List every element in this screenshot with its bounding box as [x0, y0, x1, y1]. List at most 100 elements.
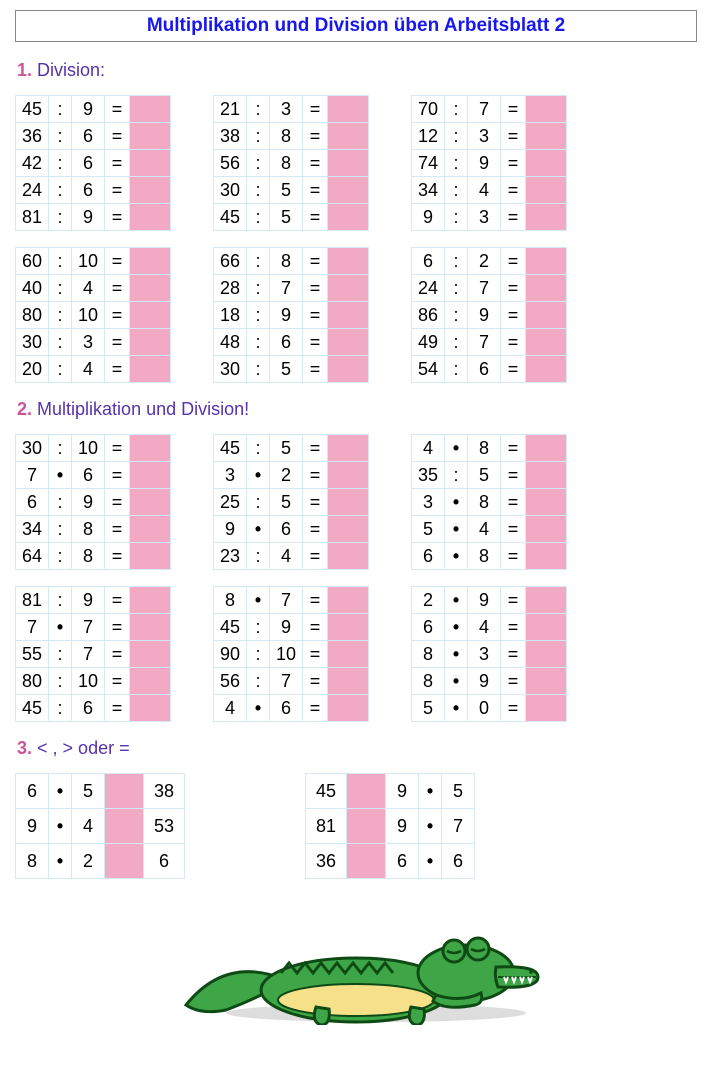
answer-cell[interactable]	[526, 302, 567, 329]
answer-cell[interactable]	[328, 641, 369, 668]
answer-cell[interactable]	[130, 275, 171, 302]
answer-cell[interactable]	[328, 150, 369, 177]
answer-cell[interactable]	[130, 302, 171, 329]
answer-cell[interactable]	[526, 462, 567, 489]
answer-cell[interactable]	[130, 587, 171, 614]
answer-cell[interactable]	[130, 641, 171, 668]
answer-cell[interactable]	[130, 204, 171, 231]
answer-cell[interactable]	[526, 356, 567, 383]
equals-sign: =	[105, 435, 130, 462]
operand-a: 6	[412, 543, 445, 570]
operand-a: 48	[214, 329, 247, 356]
answer-cell[interactable]	[328, 177, 369, 204]
math-row: 25:5=	[214, 489, 369, 516]
operand-a: 86	[412, 302, 445, 329]
answer-cell[interactable]	[526, 543, 567, 570]
operand-b: 8	[468, 543, 501, 570]
comparator-cell[interactable]	[105, 774, 144, 809]
answer-cell[interactable]	[328, 356, 369, 383]
equals-sign: =	[501, 435, 526, 462]
answer-cell[interactable]	[130, 123, 171, 150]
divide-op: :	[247, 614, 270, 641]
answer-cell[interactable]	[130, 543, 171, 570]
answer-cell[interactable]	[526, 516, 567, 543]
operand-a: 40	[16, 275, 49, 302]
answer-cell[interactable]	[526, 275, 567, 302]
answer-cell[interactable]	[328, 614, 369, 641]
answer-cell[interactable]	[130, 248, 171, 275]
answer-cell[interactable]	[130, 329, 171, 356]
divide-op: :	[445, 248, 468, 275]
answer-cell[interactable]	[526, 248, 567, 275]
answer-cell[interactable]	[130, 489, 171, 516]
answer-cell[interactable]	[328, 543, 369, 570]
answer-cell[interactable]	[328, 462, 369, 489]
operand-b: 2	[72, 844, 105, 879]
answer-cell[interactable]	[328, 435, 369, 462]
operand-a: 70	[412, 96, 445, 123]
answer-cell[interactable]	[328, 123, 369, 150]
operand-b: 2	[468, 248, 501, 275]
answer-cell[interactable]	[328, 695, 369, 722]
comparator-cell[interactable]	[105, 844, 144, 879]
answer-cell[interactable]	[328, 516, 369, 543]
answer-cell[interactable]	[328, 248, 369, 275]
equals-sign: =	[501, 695, 526, 722]
answer-cell[interactable]	[526, 150, 567, 177]
math-row: 48:6=	[214, 329, 369, 356]
answer-cell[interactable]	[526, 695, 567, 722]
answer-cell[interactable]	[130, 96, 171, 123]
equals-sign: =	[105, 275, 130, 302]
answer-cell[interactable]	[328, 204, 369, 231]
comparator-cell[interactable]	[105, 809, 144, 844]
answer-cell[interactable]	[130, 695, 171, 722]
math-row: 45:5=	[214, 435, 369, 462]
answer-cell[interactable]	[526, 668, 567, 695]
equals-sign: =	[105, 668, 130, 695]
equals-sign: =	[303, 668, 328, 695]
answer-cell[interactable]	[130, 150, 171, 177]
operand-b: 10	[270, 641, 303, 668]
operand-b: 4	[468, 614, 501, 641]
comparator-cell[interactable]	[347, 844, 386, 879]
answer-cell[interactable]	[328, 275, 369, 302]
answer-cell[interactable]	[526, 641, 567, 668]
answer-cell[interactable]	[526, 123, 567, 150]
answer-cell[interactable]	[328, 329, 369, 356]
worksheet-title: Multiplikation und Division üben Arbeits…	[15, 10, 697, 42]
answer-cell[interactable]	[328, 668, 369, 695]
answer-cell[interactable]	[130, 435, 171, 462]
comparator-cell[interactable]	[347, 809, 386, 844]
operand-a: 4	[412, 435, 445, 462]
operand-a: 64	[16, 543, 49, 570]
equals-sign: =	[105, 96, 130, 123]
answer-cell[interactable]	[526, 435, 567, 462]
answer-cell[interactable]	[328, 96, 369, 123]
answer-cell[interactable]	[130, 614, 171, 641]
answer-cell[interactable]	[526, 204, 567, 231]
equals-sign: =	[501, 302, 526, 329]
divide-op: :	[49, 329, 72, 356]
answer-cell[interactable]	[526, 587, 567, 614]
answer-cell[interactable]	[328, 302, 369, 329]
divide-op: :	[247, 489, 270, 516]
answer-cell[interactable]	[526, 614, 567, 641]
answer-cell[interactable]	[526, 177, 567, 204]
equals-sign: =	[105, 123, 130, 150]
answer-cell[interactable]	[130, 356, 171, 383]
answer-cell[interactable]	[526, 329, 567, 356]
answer-cell[interactable]	[526, 96, 567, 123]
answer-cell[interactable]	[130, 516, 171, 543]
answer-cell[interactable]	[130, 177, 171, 204]
comparator-cell[interactable]	[347, 774, 386, 809]
operand-b: 7	[72, 641, 105, 668]
answer-cell[interactable]	[130, 668, 171, 695]
math-row: 56:8=	[214, 150, 369, 177]
multiply-op: •	[419, 844, 442, 879]
answer-cell[interactable]	[328, 489, 369, 516]
equals-sign: =	[105, 543, 130, 570]
answer-cell[interactable]	[328, 587, 369, 614]
answer-cell[interactable]	[130, 462, 171, 489]
operand-a: 9	[412, 204, 445, 231]
answer-cell[interactable]	[526, 489, 567, 516]
